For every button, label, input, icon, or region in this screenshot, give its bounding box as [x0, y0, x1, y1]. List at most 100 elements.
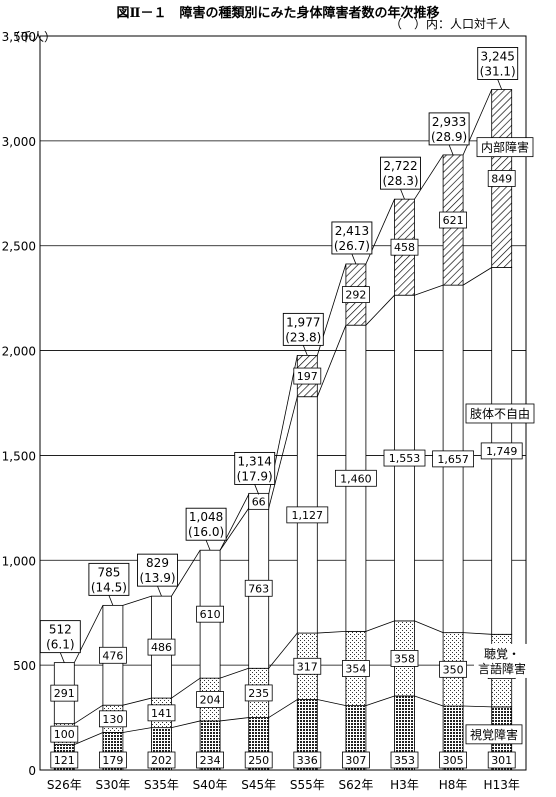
total-label-box	[428, 112, 470, 146]
total-rate: (28.9)	[431, 130, 467, 144]
legend-text: 視覚障害	[470, 727, 518, 742]
value-label-visual-text: 336	[297, 754, 318, 767]
value-label-limb-text: 1,749	[486, 445, 518, 458]
value-label-visual-text: 202	[151, 754, 172, 767]
y-tick-label: 1,500	[2, 449, 36, 463]
value-label-limb-box	[286, 506, 329, 524]
value-label-limb: 1,460	[334, 469, 377, 487]
total-label: 1,048(16.0)	[185, 507, 227, 551]
value-label-limb: 486	[147, 638, 176, 656]
y-tick-label: 2,000	[2, 345, 36, 359]
value-label-hearing: 358	[390, 650, 419, 667]
total-pointer	[254, 484, 260, 495]
value-label-visual-box	[439, 751, 468, 769]
x-tick-label: H3年	[390, 778, 419, 792]
legend-box	[476, 137, 534, 158]
total-label: 2,722(28.3)	[380, 156, 421, 200]
total-rate: (31.1)	[480, 64, 516, 78]
legend-text: 肢体不自由	[470, 406, 530, 421]
value-label-limb-text: 1,553	[389, 452, 421, 465]
chart-title: 図Ⅱ－１ 障害の種類別にみた身体障害者数の年次推移	[116, 6, 440, 21]
value-label-visual-text: 121	[54, 754, 75, 767]
value-label-limb-text: 1,460	[340, 472, 372, 485]
value-label-hearing: 350	[439, 660, 468, 678]
value-label-visual: 336	[293, 751, 322, 769]
connector-line	[219, 494, 250, 551]
legend-box	[474, 643, 530, 678]
connector-line	[462, 267, 492, 286]
value-label-limb: 291	[50, 684, 79, 702]
value-label-limb: 1,749	[480, 442, 523, 460]
x-tick-label: S55年	[290, 778, 325, 792]
connector-line	[463, 705, 492, 708]
total-value: 2,933	[432, 115, 466, 129]
value-label-hearing-text: 141	[151, 707, 172, 720]
connector-line	[74, 704, 104, 724]
value-label-limb-text: 1,657	[437, 453, 469, 466]
value-label-hearing-box	[439, 660, 468, 678]
total-label-box	[88, 562, 130, 596]
total-value: 1,314	[238, 454, 272, 468]
legend-item-visual: 視覚障害	[465, 724, 523, 745]
value-label-limb-box	[334, 469, 377, 487]
connector-lines	[73, 89, 493, 745]
value-label-visual-text: 234	[200, 754, 221, 767]
connector-line	[414, 695, 444, 707]
connector-line	[171, 677, 201, 699]
value-label-hearing-box	[293, 657, 322, 675]
value-label-internal-text: 292	[345, 289, 366, 302]
connector-line	[268, 632, 298, 669]
y-tick-label: 500	[13, 659, 36, 673]
value-label-internal-box	[487, 170, 516, 187]
total-value: 2,413	[335, 224, 369, 238]
value-label-visual: 250	[244, 751, 273, 769]
value-label-hearing: 317	[293, 657, 322, 675]
y-tick-label: 0	[28, 764, 36, 778]
connector-line	[414, 620, 444, 634]
connector-line	[414, 284, 444, 296]
value-label-visual-text: 179	[102, 754, 123, 767]
y-tick-label: 1,000	[2, 554, 36, 568]
value-label-visual: 202	[147, 751, 176, 769]
total-rate: (14.5)	[91, 580, 127, 594]
value-label-visual-box	[99, 751, 127, 769]
connector-line	[74, 732, 104, 745]
total-pointer	[400, 189, 405, 200]
value-label-visual-box	[293, 751, 322, 769]
total-value: 1,977	[286, 315, 320, 329]
connector-line	[365, 695, 395, 706]
value-label-visual: 121	[50, 751, 79, 769]
y-tick-label: 3,000	[2, 135, 36, 149]
value-label-hearing-text: 350	[443, 663, 464, 676]
value-label-limb-box	[196, 605, 225, 623]
value-label-hearing: 100	[50, 725, 79, 743]
total-rate: (17.9)	[237, 469, 273, 483]
value-label-internal-text: 458	[394, 241, 415, 254]
connector-line	[220, 717, 249, 722]
value-label-limb-box	[147, 638, 176, 656]
connector-line	[219, 667, 249, 679]
total-label: 2,413(26.7)	[331, 221, 373, 265]
legend-text: 言語障害	[478, 661, 526, 676]
y-tick-label: 3,500	[2, 30, 36, 44]
total-value: 3,245	[481, 49, 515, 63]
connector-line	[219, 508, 250, 551]
value-label-hearing: 354	[341, 660, 370, 677]
total-label: 829(13.9)	[137, 553, 178, 597]
value-label-visual: 353	[390, 751, 419, 769]
chart-note: （ ）内：人口対千人	[390, 17, 511, 31]
total-label-box	[137, 553, 178, 587]
value-label-hearing: 235	[244, 684, 273, 702]
total-value: 512	[49, 623, 72, 637]
value-label-hearing-text: 235	[248, 687, 269, 700]
value-label-visual-box	[196, 751, 225, 769]
value-label-hearing-box	[390, 650, 419, 667]
value-label-limb: 763	[244, 579, 273, 597]
x-tick-label: H13年	[484, 778, 520, 792]
value-label-visual-box	[390, 751, 419, 769]
x-tick-label: S62年	[338, 778, 373, 792]
connector-line	[316, 325, 347, 397]
value-label-visual-text: 353	[394, 754, 415, 767]
value-label-limb-text: 291	[54, 687, 75, 700]
value-label-visual: 307	[341, 751, 370, 769]
